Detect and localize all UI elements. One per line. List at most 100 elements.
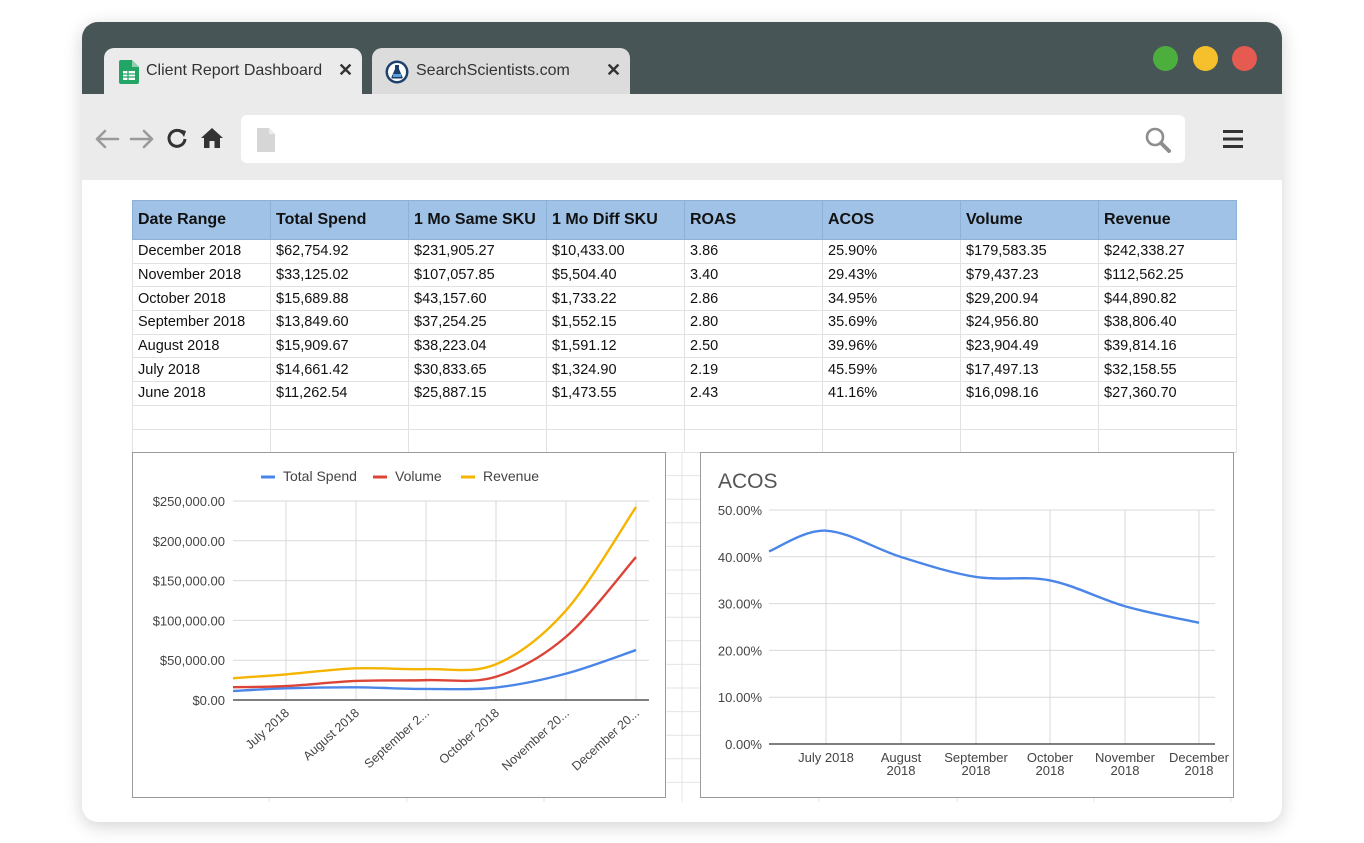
reload-icon[interactable] <box>166 127 188 154</box>
table-cell[interactable] <box>132 428 271 454</box>
forward-arrow-icon[interactable] <box>129 128 155 155</box>
table-cell[interactable]: $37,254.25 <box>408 310 547 335</box>
table-cell[interactable]: $14,661.42 <box>270 357 409 383</box>
table-cell[interactable]: $44,890.82 <box>1098 286 1237 312</box>
table-cell[interactable]: 2.86 <box>684 286 823 312</box>
window-minimize-dot[interactable] <box>1153 46 1178 71</box>
table-cell[interactable]: $107,057.85 <box>408 262 547 288</box>
table-cell[interactable]: December 2018 <box>132 239 271 264</box>
table-cell[interactable] <box>546 404 685 430</box>
column-header[interactable]: ROAS <box>684 200 823 240</box>
table-cell[interactable]: $39,814.16 <box>1098 333 1237 359</box>
table-cell[interactable]: $242,338.27 <box>1098 239 1237 264</box>
table-cell[interactable]: $43,157.60 <box>408 286 547 312</box>
column-header[interactable]: ACOS <box>822 200 961 240</box>
table-cell[interactable]: $38,223.04 <box>408 333 547 359</box>
column-header[interactable]: Volume <box>960 200 1099 240</box>
table-cell[interactable]: $27,360.70 <box>1098 381 1237 406</box>
table-cell[interactable]: 25.90% <box>822 239 961 264</box>
table-cell[interactable] <box>822 404 961 430</box>
table-cell[interactable] <box>960 428 1099 454</box>
address-bar[interactable] <box>241 115 1185 163</box>
table-cell[interactable]: 35.69% <box>822 310 961 335</box>
table-cell[interactable]: $33,125.02 <box>270 262 409 288</box>
table-cell[interactable] <box>270 428 409 454</box>
table-cell[interactable]: $1,552.15 <box>546 310 685 335</box>
tab-searchscientists[interactable]: SearchScientists.com ✕ <box>372 48 630 94</box>
table-cell[interactable]: $112,562.25 <box>1098 262 1237 288</box>
table-cell[interactable]: $15,909.67 <box>270 333 409 359</box>
table-cell[interactable]: $1,324.90 <box>546 357 685 383</box>
table-cell[interactable]: $32,158.55 <box>1098 357 1237 383</box>
table-cell[interactable]: $15,689.88 <box>270 286 409 312</box>
legend-label: Revenue <box>483 468 539 484</box>
table-cell[interactable]: $24,956.80 <box>960 310 1099 335</box>
table-cell[interactable]: $13,849.60 <box>270 310 409 335</box>
column-header[interactable]: 1 Mo Same SKU <box>408 200 547 240</box>
table-cell[interactable]: $29,200.94 <box>960 286 1099 312</box>
close-icon[interactable]: ✕ <box>338 60 354 80</box>
navigation-bar <box>82 94 1282 180</box>
acos-chart[interactable]: ACOS 0.00% 10.00% 20.00% 30.00% 40.00% 50.00% J… <box>700 452 1234 798</box>
table-cell[interactable]: $11,262.54 <box>270 381 409 406</box>
table-cell[interactable]: $179,583.35 <box>960 239 1099 264</box>
back-arrow-icon[interactable] <box>94 128 120 155</box>
table-cell[interactable]: 2.43 <box>684 381 823 406</box>
table-cell[interactable]: $1,473.55 <box>546 381 685 406</box>
table-cell[interactable] <box>960 404 1099 430</box>
table-cell[interactable]: $62,754.92 <box>270 239 409 264</box>
home-icon[interactable] <box>200 127 224 154</box>
table-cell[interactable]: 41.16% <box>822 381 961 406</box>
table-cell[interactable]: September 2018 <box>132 310 271 335</box>
menu-icon[interactable] <box>1223 129 1243 154</box>
table-cell[interactable]: $25,887.15 <box>408 381 547 406</box>
table-cell[interactable]: 29.43% <box>822 262 961 288</box>
table-cell[interactable]: $1,591.12 <box>546 333 685 359</box>
x-tick-label: 2018 <box>887 763 916 778</box>
table-cell[interactable] <box>132 404 271 430</box>
x-tick-label: December <box>1169 750 1230 765</box>
column-header[interactable]: 1 Mo Diff SKU <box>546 200 685 240</box>
window-close-dot[interactable] <box>1232 46 1257 71</box>
table-cell[interactable]: $16,098.16 <box>960 381 1099 406</box>
table-cell[interactable]: 34.95% <box>822 286 961 312</box>
table-cell[interactable] <box>270 404 409 430</box>
table-cell[interactable]: $23,904.49 <box>960 333 1099 359</box>
table-cell[interactable]: 2.50 <box>684 333 823 359</box>
table-cell[interactable] <box>546 428 685 454</box>
table-cell[interactable] <box>822 428 961 454</box>
table-cell[interactable]: 2.80 <box>684 310 823 335</box>
table-cell[interactable] <box>408 428 547 454</box>
spend-volume-revenue-chart[interactable]: $0.00 $50,000.00 $100,000.00 $150,000.00 $20… <box>132 452 666 798</box>
table-cell[interactable]: $231,905.27 <box>408 239 547 264</box>
table-cell[interactable]: June 2018 <box>132 381 271 406</box>
table-cell[interactable] <box>1098 428 1237 454</box>
table-cell[interactable]: 39.96% <box>822 333 961 359</box>
table-cell[interactable]: October 2018 <box>132 286 271 312</box>
table-cell[interactable]: 45.59% <box>822 357 961 383</box>
window-maximize-dot[interactable] <box>1193 46 1218 71</box>
table-cell[interactable]: $1,733.22 <box>546 286 685 312</box>
table-cell[interactable]: $38,806.40 <box>1098 310 1237 335</box>
table-cell[interactable] <box>684 404 823 430</box>
table-cell[interactable]: $5,504.40 <box>546 262 685 288</box>
table-cell[interactable]: $79,437.23 <box>960 262 1099 288</box>
table-cell[interactable]: 3.40 <box>684 262 823 288</box>
column-header[interactable]: Date Range <box>132 200 271 240</box>
column-header[interactable]: Total Spend <box>270 200 409 240</box>
table-cell[interactable]: 2.19 <box>684 357 823 383</box>
table-cell[interactable]: $17,497.13 <box>960 357 1099 383</box>
search-icon[interactable] <box>1144 126 1172 159</box>
close-icon[interactable]: ✕ <box>606 60 622 80</box>
table-cell[interactable]: July 2018 <box>132 357 271 383</box>
table-cell[interactable] <box>684 428 823 454</box>
table-cell[interactable]: $10,433.00 <box>546 239 685 264</box>
table-cell[interactable]: $30,833.65 <box>408 357 547 383</box>
table-cell[interactable]: November 2018 <box>132 262 271 288</box>
tab-client-report-dashboard[interactable]: Client Report Dashboard ✕ <box>104 48 362 94</box>
table-cell[interactable]: August 2018 <box>132 333 271 359</box>
table-cell[interactable] <box>408 404 547 430</box>
column-header[interactable]: Revenue <box>1098 200 1237 240</box>
table-cell[interactable]: 3.86 <box>684 239 823 264</box>
table-cell[interactable] <box>1098 404 1237 430</box>
